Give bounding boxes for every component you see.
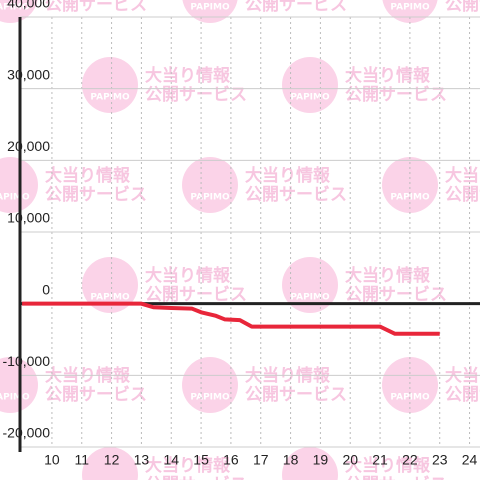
watermark-text: 公開サービス xyxy=(445,0,480,15)
x-tick-label: 18 xyxy=(283,452,299,468)
x-tick-label: 23 xyxy=(432,452,448,468)
watermark-text: 大当り情報 xyxy=(345,65,431,86)
watermark-text: 大当り情報 xyxy=(45,165,131,186)
y-tick-label: 0 xyxy=(42,281,50,297)
watermark-text: 公開サービス xyxy=(245,185,347,205)
watermark-text: 大当り情報 xyxy=(145,455,231,476)
x-tick-label: 11 xyxy=(74,452,89,468)
x-tick-label: 19 xyxy=(313,452,329,468)
watermark-text: 公開サービス xyxy=(245,385,347,405)
watermark-logo xyxy=(382,157,438,213)
watermark-logo xyxy=(182,157,238,213)
watermark-brand: PAPIMO xyxy=(190,3,230,13)
watermark-text: 公開サービス xyxy=(145,285,247,305)
x-tick-label: 22 xyxy=(402,452,418,468)
watermark-logo xyxy=(82,57,138,113)
watermark-brand: PAPIMO xyxy=(390,3,430,13)
watermark-brand: PAPIMO xyxy=(290,293,330,303)
x-tick-label: 12 xyxy=(104,452,120,468)
data-line xyxy=(22,301,440,336)
x-tick-label: 16 xyxy=(223,452,239,468)
y-tick-label: 20,000 xyxy=(7,138,50,154)
watermark-brand: PAPIMO xyxy=(190,393,230,403)
watermark-logo xyxy=(182,357,238,413)
y-tick-label: 40,000 xyxy=(7,0,50,11)
watermark-brand: PAPIMO xyxy=(0,193,30,203)
y-tick-label: -10,000 xyxy=(3,353,51,369)
x-tick-label: 21 xyxy=(372,452,388,468)
watermark-text: 公開サービス xyxy=(345,475,447,480)
watermark-brand: PAPIMO xyxy=(90,93,130,103)
watermark-text: 公開サービス xyxy=(45,185,147,205)
y-tick-label: 10,000 xyxy=(7,210,50,226)
watermark-text: 公開サービス xyxy=(445,385,480,405)
x-tick-label: 10 xyxy=(44,452,60,468)
watermark-brand: PAPIMO xyxy=(90,293,130,303)
watermark-text: 公開サービス xyxy=(45,385,147,405)
watermark-text: 公開サービス xyxy=(445,185,480,205)
watermark-text: 大当り情報 xyxy=(245,165,331,186)
watermark-logo xyxy=(282,57,338,113)
watermark-text: 公開サービス xyxy=(345,285,447,305)
x-tick-label: 13 xyxy=(134,452,150,468)
watermark-text: 大当り情報 xyxy=(145,65,231,86)
watermark-text: 大当り情報 xyxy=(445,165,480,186)
y-tick-label: -20,000 xyxy=(3,425,51,441)
x-tick-label: 14 xyxy=(163,452,179,468)
watermark-text: 大当り情報 xyxy=(345,265,431,286)
x-tick-label: 17 xyxy=(253,452,269,468)
watermark-text: 公開サービス xyxy=(345,85,447,105)
watermark-brand: PAPIMO xyxy=(190,193,230,203)
watermark-logo xyxy=(282,447,338,480)
watermark-logo xyxy=(0,0,38,23)
watermark-brand: PAPIMO xyxy=(290,93,330,103)
watermark-text: 大当り情報 xyxy=(145,265,231,286)
watermark-logo xyxy=(382,357,438,413)
watermark-text: 公開サービス xyxy=(145,85,247,105)
watermark-logo xyxy=(282,257,338,313)
x-tick-label: 20 xyxy=(342,452,358,468)
watermark-logo xyxy=(82,257,138,313)
watermark-brand: PAPIMO xyxy=(0,3,30,13)
watermark-text: 公開サービス xyxy=(245,0,347,15)
watermark-logo xyxy=(82,447,138,480)
watermark-text: 公開サービス xyxy=(145,475,247,480)
y-tick-label: 30,000 xyxy=(7,66,50,82)
watermark-brand: PAPIMO xyxy=(0,393,30,403)
x-tick-label: 15 xyxy=(193,452,209,468)
watermark-text: 公開サービス xyxy=(45,0,147,15)
x-tick-label: 24 xyxy=(462,452,478,468)
watermark-text: 大当り情報 xyxy=(345,455,431,476)
